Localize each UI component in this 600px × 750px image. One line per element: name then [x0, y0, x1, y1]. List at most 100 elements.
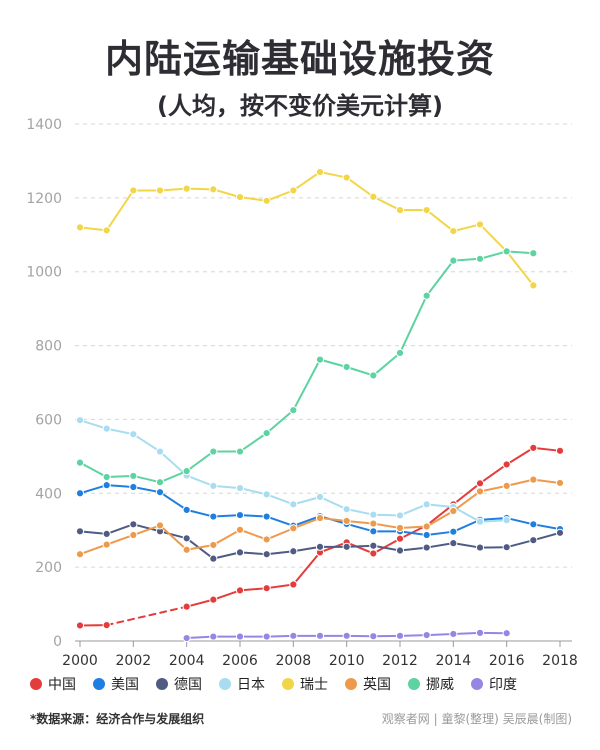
data-point [315, 542, 325, 551]
y-tick-label: 1200 [26, 191, 62, 207]
series-segment [452, 631, 481, 635]
series-segment [265, 189, 295, 202]
data-point [395, 631, 405, 640]
series-挪威 [75, 247, 538, 487]
series-segment [399, 294, 428, 354]
data-point [529, 443, 538, 452]
credit-note: 观察者网 | 童黎(整理) 吴辰晨(制图) [381, 712, 572, 726]
legend-item: 德国 [156, 674, 202, 694]
data-point [235, 484, 245, 493]
series-segment [79, 461, 108, 479]
data-point [102, 472, 111, 482]
data-point [235, 632, 245, 641]
series-segment [159, 450, 188, 477]
data-point [262, 584, 271, 593]
series-segment [452, 542, 481, 549]
data-point [502, 460, 511, 469]
data-point [209, 512, 218, 521]
page-title: 内陆运输基础设施投资 [104, 37, 495, 81]
data-point [395, 523, 405, 533]
legend-swatch [93, 678, 105, 690]
data-point [342, 362, 351, 372]
data-point [289, 580, 298, 589]
data-point [129, 186, 138, 195]
series-segment [479, 517, 508, 521]
data-point [315, 167, 325, 177]
x-tick-label: 2008 [276, 653, 312, 669]
legend-swatch [219, 678, 231, 690]
data-point [182, 184, 191, 193]
series-segment [372, 522, 401, 529]
series-日本 [75, 416, 511, 526]
data-point [475, 220, 485, 229]
series-segment [452, 490, 481, 513]
data-point [182, 505, 191, 515]
series-segment [532, 478, 561, 484]
series-segment [132, 486, 161, 494]
series-segment [239, 587, 268, 592]
series-segment [425, 542, 455, 549]
series-segment [372, 351, 401, 377]
data-point [395, 534, 405, 543]
data-point [75, 416, 85, 425]
series-segment [212, 528, 241, 546]
series-segment [319, 517, 348, 522]
data-point [102, 424, 111, 433]
data-point [155, 521, 165, 530]
series-segment [399, 525, 428, 529]
data-point [155, 186, 165, 195]
data-point [75, 489, 85, 498]
legend-swatch [345, 678, 357, 690]
data-point [155, 478, 165, 487]
data-point [289, 524, 298, 533]
data-point [475, 254, 485, 263]
series-segment [505, 539, 535, 549]
series-美国 [75, 481, 565, 540]
data-point [102, 529, 111, 539]
data-point [182, 602, 191, 611]
series-segment [345, 519, 375, 525]
data-point [369, 371, 378, 380]
data-point [502, 543, 511, 552]
series-segment [345, 544, 375, 548]
series-英国 [75, 475, 565, 559]
series-segment [212, 589, 241, 601]
series-segment [239, 487, 268, 496]
series-segment [372, 544, 401, 552]
data-point [422, 530, 431, 540]
data-point [422, 500, 431, 509]
y-tick-label: 600 [35, 412, 62, 428]
data-point [369, 510, 378, 519]
y-tick-label: 1000 [26, 265, 62, 281]
legend-label: 挪威 [426, 677, 454, 693]
grid-lines [75, 123, 572, 642]
series-segment [212, 551, 241, 560]
data-point [315, 355, 325, 364]
series-segment [399, 634, 428, 637]
series-segment [505, 517, 535, 526]
series-segment [79, 226, 108, 232]
data-point [209, 481, 218, 490]
y-tick-label: 400 [35, 486, 62, 502]
series-segment [185, 543, 215, 551]
data-point [342, 542, 351, 551]
legend-item: 瑞士 [282, 674, 328, 694]
series-segment [425, 259, 455, 297]
series-segment [159, 491, 188, 511]
series-segment [79, 484, 108, 495]
series-segment [239, 551, 268, 556]
data-point [289, 547, 298, 556]
legend: 中国 美国 德国 日本 瑞士 英国 挪威 印度 [30, 674, 590, 694]
legend-swatch [408, 678, 420, 690]
legend-label: 日本 [237, 677, 265, 693]
series-segment [239, 528, 268, 541]
data-point [422, 291, 431, 300]
series-segment [505, 478, 535, 487]
data-point [209, 632, 218, 641]
series-segment [319, 171, 348, 179]
series-segment [159, 524, 188, 551]
series-segment [345, 508, 375, 516]
data-point [315, 492, 325, 502]
series-segment [105, 523, 135, 535]
series-印度 [182, 628, 511, 643]
